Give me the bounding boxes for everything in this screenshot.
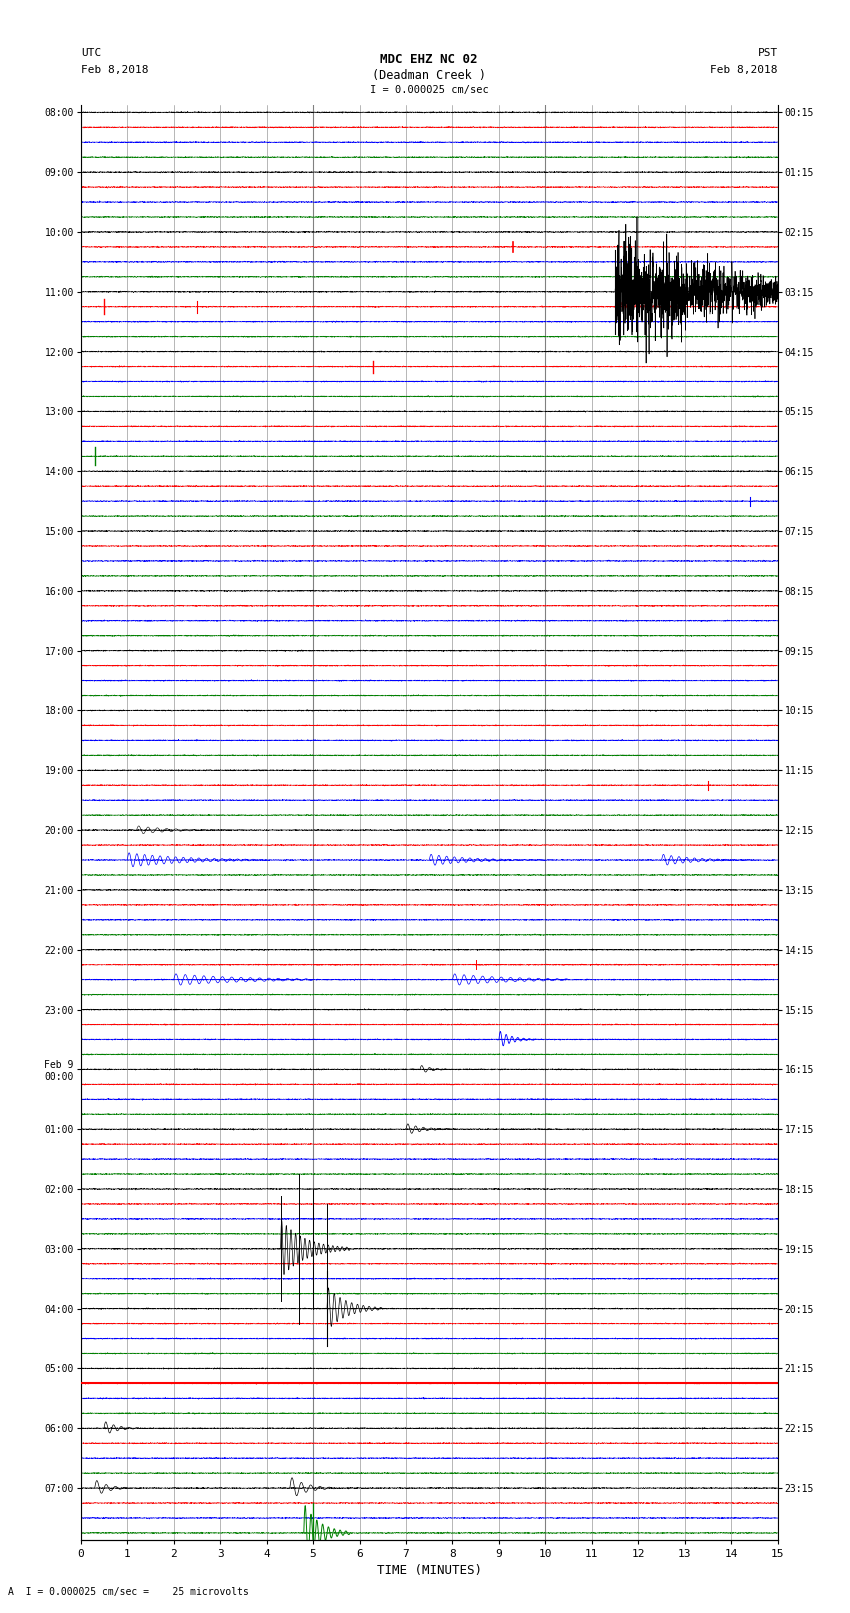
Text: A  I = 0.000025 cm/sec =    25 microvolts: A I = 0.000025 cm/sec = 25 microvolts (8, 1587, 249, 1597)
Text: PST: PST (757, 48, 778, 58)
X-axis label: TIME (MINUTES): TIME (MINUTES) (377, 1563, 482, 1576)
Text: Feb 8,2018: Feb 8,2018 (81, 65, 148, 74)
Text: Feb 8,2018: Feb 8,2018 (711, 65, 778, 74)
Text: UTC: UTC (81, 48, 101, 58)
Text: MDC EHZ NC 02: MDC EHZ NC 02 (381, 53, 478, 66)
Text: (Deadman Creek ): (Deadman Creek ) (372, 69, 486, 82)
Text: I = 0.000025 cm/sec: I = 0.000025 cm/sec (370, 85, 489, 95)
